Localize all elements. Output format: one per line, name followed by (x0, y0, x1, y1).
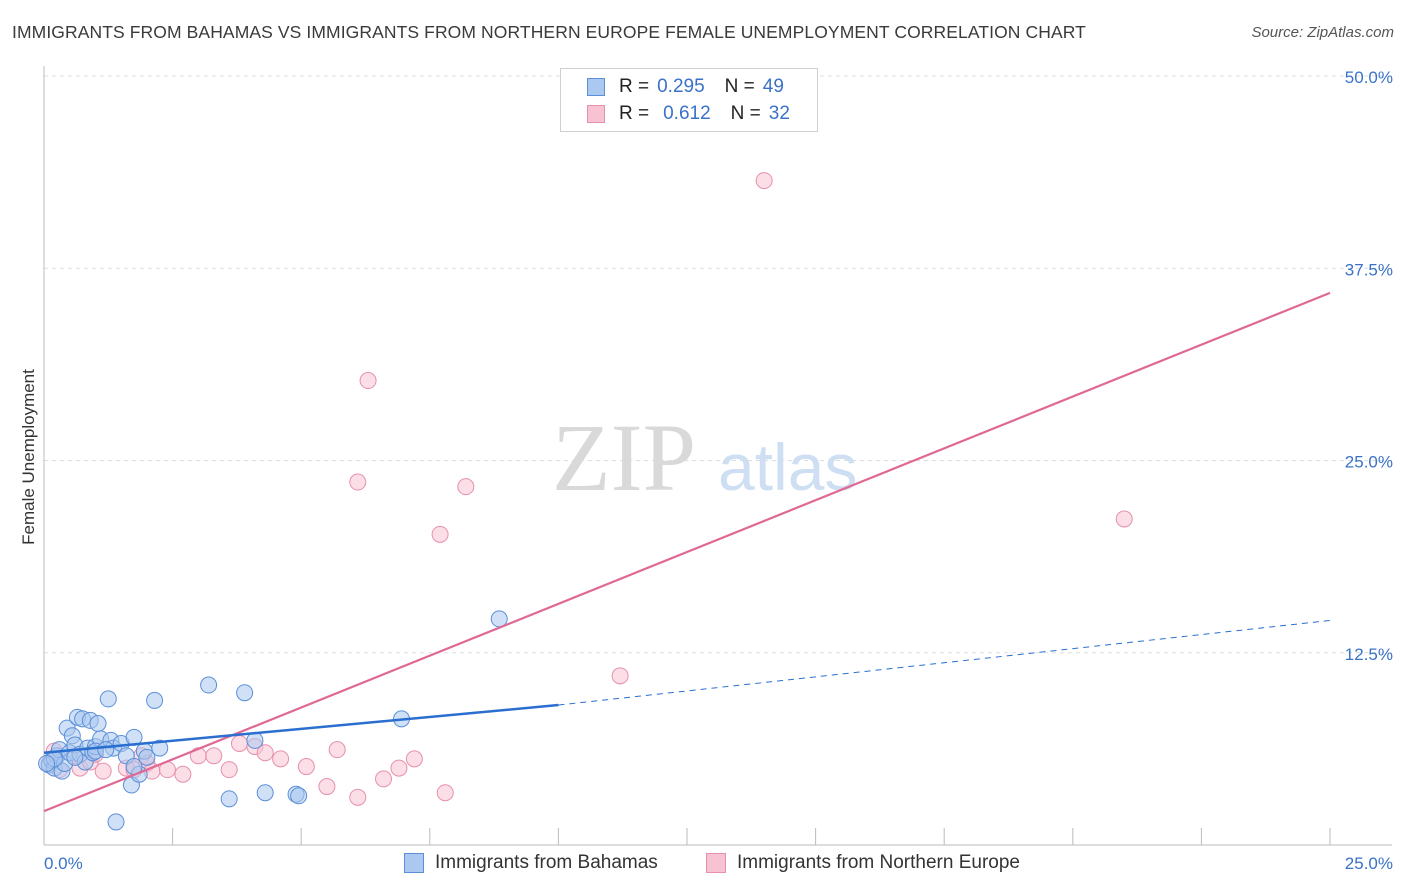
legend-item-northern-europe: Immigrants from Northern Europe (706, 852, 1020, 874)
correlation-legend: R = 0.295 N = 49 R = 0.612 N = 32 (560, 68, 818, 132)
r-label: R = (619, 103, 650, 124)
northern-europe-point (297, 758, 315, 776)
trend-lines (43, 291, 1331, 813)
legend-swatch-blue (404, 853, 424, 873)
northern-europe-point (375, 770, 393, 788)
y-tick-label: 12.5% (1345, 645, 1393, 664)
bahamas-point (220, 790, 238, 808)
bahamas-point (151, 739, 169, 757)
northern-europe-point (349, 473, 367, 491)
northern-europe-point (405, 750, 423, 768)
bahamas-point (99, 690, 117, 708)
legend-swatch-blue (587, 78, 605, 96)
n-label: N = (724, 76, 755, 97)
source-credit: Source: ZipAtlas.com (1251, 24, 1394, 41)
bahamas-point (38, 754, 56, 772)
legend-swatch-pink (587, 105, 605, 123)
bahamas-point (89, 714, 107, 732)
legend-label-bahamas: Immigrants from Bahamas (435, 852, 658, 873)
northern-europe-point (318, 778, 336, 796)
watermark: ZIP atlas (552, 404, 857, 511)
northern-europe-point (174, 765, 192, 783)
northern-europe-point (328, 741, 346, 759)
bahamas-trend-line (43, 703, 559, 754)
x-tick-label: 25.0% (1345, 854, 1393, 873)
y-axis-label: Female Unemployment (19, 369, 38, 545)
northern-europe-point (390, 759, 408, 777)
bahamas-point (200, 676, 218, 694)
northern-europe-point (272, 750, 290, 768)
chart-title: IMMIGRANTS FROM BAHAMAS VS IMMIGRANTS FR… (12, 22, 1086, 42)
y-tick-label: 37.5% (1345, 260, 1393, 279)
axes (43, 66, 1392, 846)
legend-swatch-pink (706, 853, 726, 873)
n-label: N = (730, 103, 761, 124)
bahamas-point (146, 691, 164, 709)
northern-europe-point (205, 747, 223, 765)
x-tick-label: 0.0% (44, 854, 83, 873)
legend-label-northern-europe: Immigrants from Northern Europe (737, 852, 1020, 873)
legend-row-northern-europe: R = 0.612 N = 32 (587, 101, 790, 127)
bahamas-point (138, 748, 156, 766)
northern-europe-point (1115, 510, 1133, 528)
series-legend: Immigrants from Bahamas Immigrants from … (0, 852, 1406, 878)
r-value: 0.295 (657, 76, 705, 97)
bahamas-point (236, 684, 254, 702)
northern-europe-point (230, 734, 248, 752)
bahamas-point (256, 784, 274, 802)
series-bahamas-points (38, 610, 508, 831)
watermark-zip: ZIP (552, 404, 696, 511)
bahamas-trend-extension (558, 619, 1331, 706)
northern-europe-point (755, 172, 773, 190)
y-tick-label: 50.0% (1345, 68, 1393, 87)
y-tick-label: 25.0% (1345, 453, 1393, 472)
northern-europe-point (349, 788, 367, 806)
northern-europe-point (94, 762, 112, 780)
northern-europe-point (220, 761, 238, 779)
legend-row-bahamas: R = 0.295 N = 49 (587, 74, 784, 100)
n-value: 32 (768, 103, 790, 124)
bahamas-point (290, 787, 308, 805)
r-value: 0.612 (663, 103, 711, 124)
tick-labels: 12.5% 25.0% 37.5% 50.0% 0.0% 25.0% (44, 68, 1393, 873)
n-value: 49 (762, 76, 784, 97)
legend-item-bahamas: Immigrants from Bahamas (404, 852, 658, 874)
grid-lines (44, 75, 1392, 654)
bahamas-point (97, 741, 115, 759)
northern-europe-point (611, 667, 629, 685)
bahamas-point (66, 748, 84, 766)
r-label: R = (619, 76, 650, 97)
northern-europe-point (436, 784, 454, 802)
northern-europe-point (256, 744, 274, 762)
northern-europe-point (359, 372, 377, 390)
northern-europe-point (457, 478, 475, 496)
northern-europe-point (431, 525, 449, 543)
northern-europe-trend-line (43, 291, 1331, 813)
bahamas-point (107, 813, 125, 831)
